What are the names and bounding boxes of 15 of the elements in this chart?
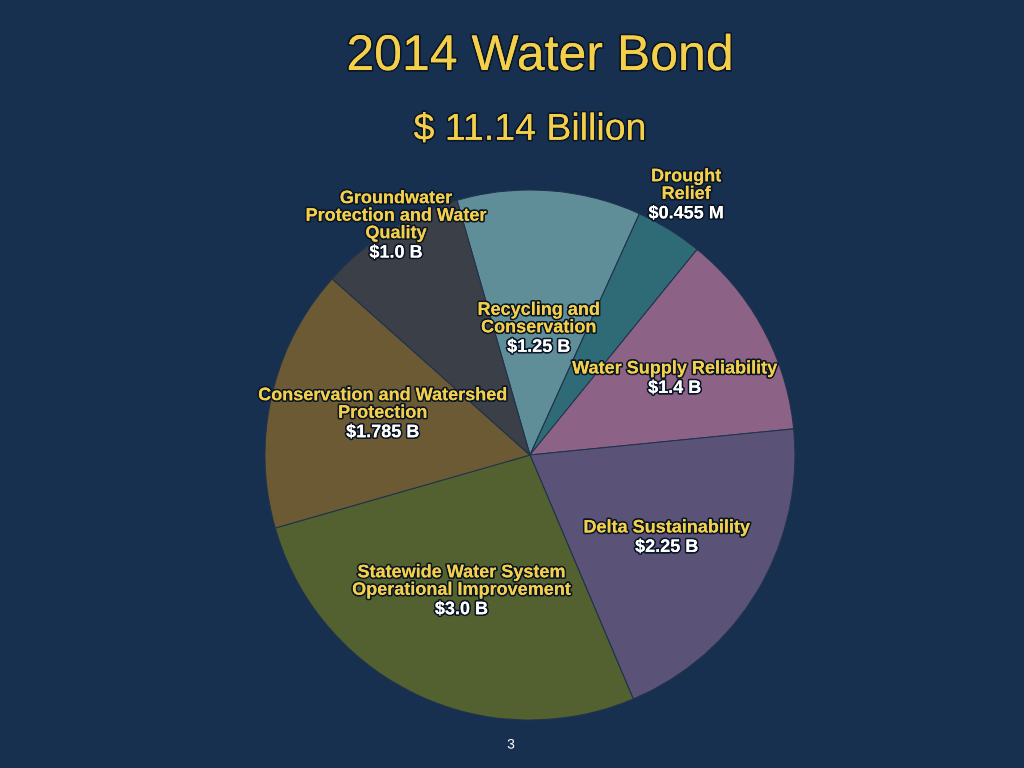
data-label: $0.455 M bbox=[648, 204, 723, 220]
data-label: $1.785 B bbox=[346, 423, 419, 439]
chart-subtitle: $ 11.14 Billion bbox=[414, 111, 644, 143]
slice-label: Delta Sustainability bbox=[584, 519, 750, 537]
data-label: $1.25 B bbox=[507, 338, 570, 354]
text: 3 bbox=[507, 738, 515, 749]
data-label: $3.0 B bbox=[435, 600, 488, 616]
data-label: $2.25 B bbox=[635, 538, 698, 554]
slice-label: Statewide Water System Operational Improvement bbox=[352, 564, 571, 599]
slice-label: Drought Relief bbox=[652, 168, 722, 200]
slice-label: Groundwater Protection and Water Quality bbox=[306, 190, 487, 242]
data-label: $1.0 B bbox=[369, 244, 422, 259]
chart-title: 2014 Water Bond bbox=[348, 33, 731, 71]
slice-label: Water Supply Reliability bbox=[572, 360, 778, 378]
data-label: $1.4 B bbox=[648, 379, 701, 395]
